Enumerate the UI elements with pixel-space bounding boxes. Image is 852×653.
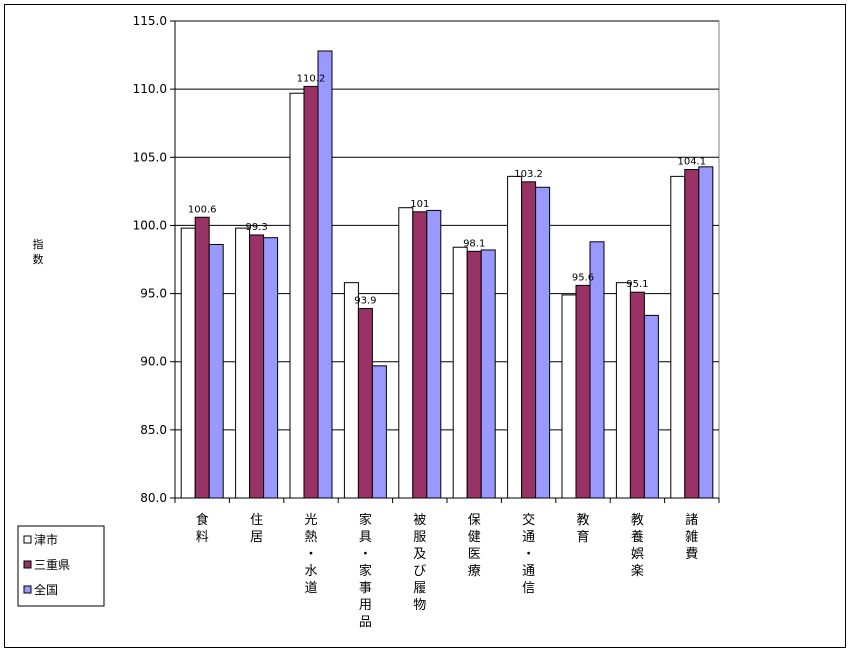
y-tick-label: 80.0 — [140, 491, 167, 505]
data-label: 95.6 — [572, 272, 594, 283]
x-tick-label: 交 — [522, 512, 535, 528]
x-tick-label: 諸 — [685, 512, 698, 528]
x-tick-label: 被 — [413, 513, 426, 528]
x-tick-label: 教 — [576, 512, 589, 528]
data-label: 95.1 — [626, 279, 648, 290]
x-tick-label: 熱 — [304, 530, 317, 545]
y-tick-label: 90.0 — [140, 355, 167, 369]
bar-津市 — [561, 294, 577, 499]
bar-津市 — [289, 92, 305, 499]
legend-swatch-三重県 — [23, 560, 32, 569]
x-tick-label: 楽 — [631, 563, 644, 579]
x-tick-label: ・ — [359, 547, 372, 562]
bar-三重県 — [466, 250, 482, 499]
bar-全国 — [643, 314, 659, 499]
bar-全国 — [317, 50, 333, 499]
y-tick-label: 100.0 — [133, 218, 167, 232]
x-tick-label: 水 — [304, 564, 317, 579]
bar-全国 — [480, 249, 496, 499]
bar-津市 — [507, 175, 523, 499]
x-tick-label: 及 — [413, 547, 426, 562]
bar-津市 — [670, 175, 686, 499]
x-tick-label: 用 — [359, 598, 372, 613]
legend-label: 全国 — [34, 582, 58, 597]
x-tick-label: 教 — [631, 512, 644, 528]
x-tick-label: ・ — [522, 547, 535, 562]
bar-全国 — [535, 186, 551, 499]
bar-三重県 — [521, 181, 537, 499]
bar-三重県 — [412, 211, 428, 499]
x-tick-label: 通 — [522, 564, 535, 579]
bar-三重県 — [684, 169, 700, 499]
x-tick-label: び — [413, 564, 426, 579]
x-tick-label: 通 — [522, 530, 535, 545]
bar-三重県 — [194, 216, 210, 499]
x-tick-label: 事 — [359, 581, 372, 596]
bar-三重県 — [303, 85, 319, 499]
y-axis-label: 数 — [33, 253, 44, 266]
y-tick-label: 110.0 — [133, 82, 167, 96]
bar-三重県 — [249, 234, 265, 499]
x-tick-label: 育 — [576, 529, 589, 545]
bar-津市 — [180, 227, 196, 499]
data-label: 93.9 — [354, 296, 376, 307]
y-tick-label: 115.0 — [133, 14, 167, 28]
x-tick-label: 具 — [359, 530, 372, 545]
bar-全国 — [426, 209, 442, 499]
x-tick-label: 履 — [413, 581, 426, 596]
x-tick-label: 雑 — [685, 529, 698, 545]
bar-全国 — [263, 237, 279, 499]
bar-三重県 — [629, 291, 645, 499]
legend-swatch-津市 — [23, 535, 32, 544]
x-tick-label: 医 — [468, 547, 481, 562]
legend-swatch-全国 — [23, 585, 32, 594]
x-tick-label: 家 — [359, 563, 372, 579]
x-tick-label: 養 — [631, 529, 644, 545]
data-label: 100.6 — [188, 204, 217, 215]
data-label: 110.2 — [297, 73, 326, 84]
x-tick-label: 物 — [413, 598, 426, 613]
x-tick-label: 娯 — [631, 547, 644, 562]
y-tick-label: 95.0 — [140, 287, 167, 301]
bar-津市 — [235, 227, 251, 499]
x-tick-label: 信 — [522, 581, 535, 596]
bar-全国 — [208, 244, 224, 499]
legend-label: 津市 — [34, 532, 58, 547]
x-tick-label: 服 — [413, 530, 426, 545]
x-tick-label: ・ — [304, 547, 317, 562]
y-tick-label: 105.0 — [133, 150, 167, 164]
x-tick-label: 光 — [304, 513, 317, 528]
bar-津市 — [615, 282, 631, 499]
x-tick-label: 居 — [250, 530, 263, 545]
x-tick-label: 保 — [468, 513, 481, 528]
legend-label: 三重県 — [34, 558, 70, 572]
bar-津市 — [343, 282, 359, 499]
x-tick-label: 品 — [359, 615, 372, 630]
x-tick-label: 療 — [468, 564, 481, 579]
bar-全国 — [371, 365, 387, 499]
data-label: 98.1 — [463, 238, 485, 249]
y-tick-label: 85.0 — [140, 423, 167, 437]
bar-津市 — [398, 207, 414, 499]
data-label: 99.3 — [245, 222, 267, 233]
bar-全国 — [698, 166, 714, 499]
bar-三重県 — [357, 308, 373, 499]
x-tick-label: 家 — [359, 512, 372, 528]
x-tick-label: 費 — [685, 547, 698, 562]
bar-三重県 — [575, 284, 591, 499]
x-tick-label: 料 — [196, 530, 209, 545]
x-tick-label: 道 — [304, 581, 317, 596]
x-tick-label: 食 — [196, 512, 209, 528]
y-axis-label: 指 — [33, 237, 44, 251]
data-label: 103.2 — [514, 169, 543, 180]
data-label: 104.1 — [677, 157, 706, 168]
x-tick-label: 住 — [250, 513, 263, 528]
x-tick-label: 健 — [468, 530, 481, 545]
data-label: 101 — [410, 199, 429, 210]
legend — [17, 525, 105, 607]
bar-津市 — [452, 246, 468, 499]
